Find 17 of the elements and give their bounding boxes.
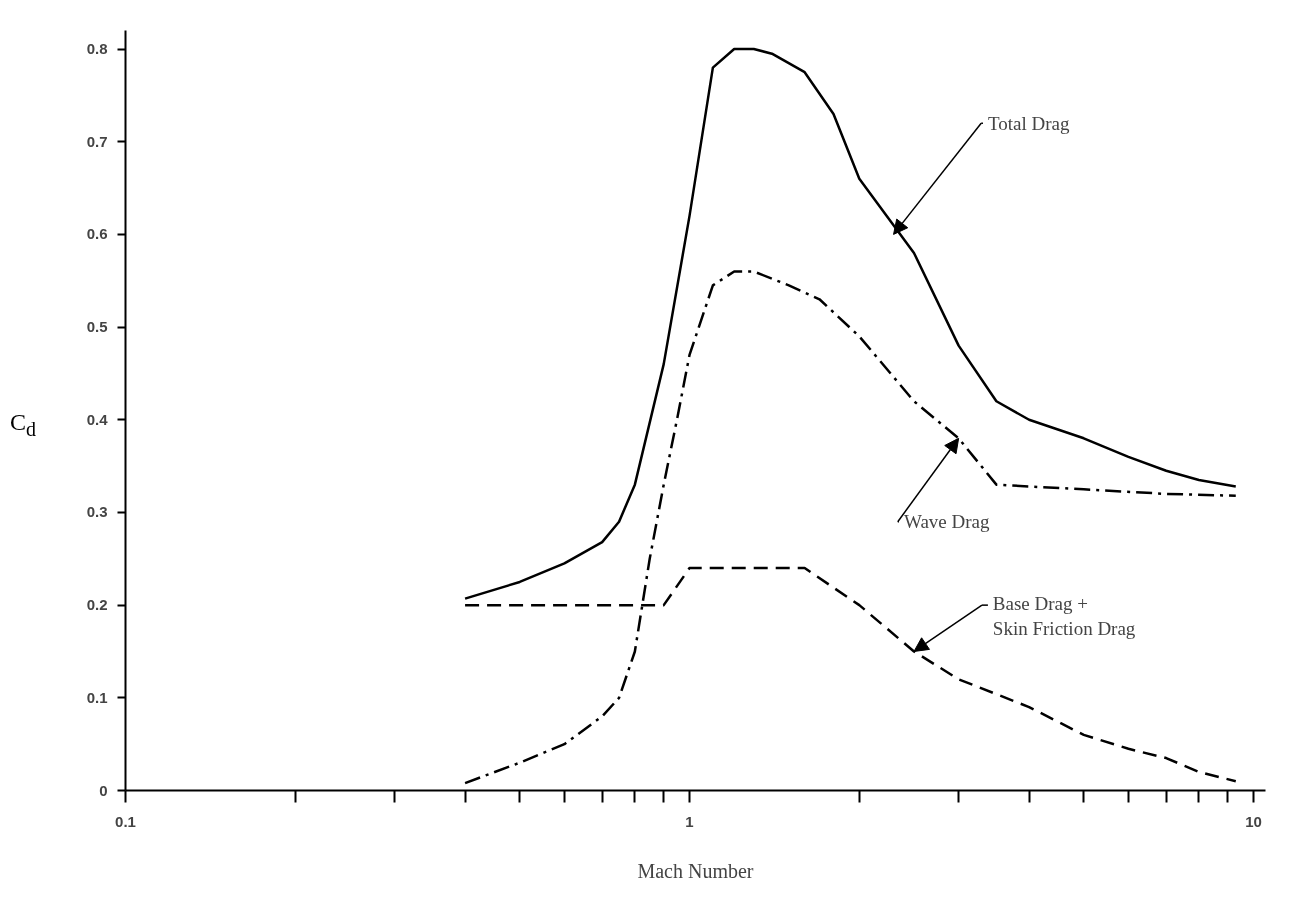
x-axis-title: Mach Number: [637, 859, 754, 882]
y-tick-label: 0.7: [86, 132, 108, 150]
y-axis-title: C$_{d}$: [10, 408, 37, 442]
x-tick-label: 10: [1245, 812, 1262, 830]
y-tick-label: 0.8: [86, 40, 108, 58]
y-tick-label: 0.2: [86, 596, 108, 614]
y-tick-label: 0: [99, 781, 108, 799]
annotation: Base Drag + Skin Friction Drag: [992, 593, 1136, 640]
annotation: Total Drag: [987, 112, 1070, 134]
y-tick-label: 0.5: [86, 318, 108, 336]
y-tick-label: 0.1: [86, 688, 108, 706]
x-tick-label: 0.1: [115, 812, 136, 830]
y-tick-label: 0.3: [86, 503, 108, 521]
x-tick-label: 1: [685, 812, 694, 830]
y-tick-label: 0.4: [86, 410, 109, 428]
annotation: Wave Drag: [903, 511, 990, 533]
y-tick-label: 0.6: [86, 225, 108, 243]
